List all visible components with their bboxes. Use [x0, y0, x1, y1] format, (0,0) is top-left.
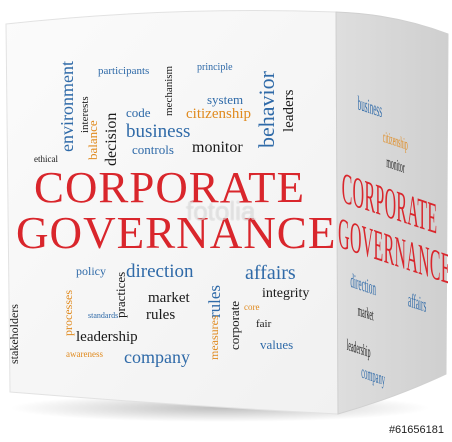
- word-participants: participants: [98, 65, 150, 77]
- side-word-leadership: leadership: [346, 336, 371, 362]
- side-word-monitor: monitor: [386, 153, 405, 177]
- word-environment: environment: [57, 61, 77, 152]
- word-corporate-small: corporate: [227, 300, 242, 350]
- word-policy: policy: [76, 264, 106, 278]
- word-balance: balance: [85, 120, 100, 160]
- title-governance: GOVERNANCE: [16, 207, 337, 258]
- side-word-market: market: [357, 302, 374, 325]
- word-standards: standards: [88, 311, 119, 320]
- watermark-text: fotolia: [186, 196, 256, 226]
- side-word-citizenship: citizenship: [382, 128, 408, 154]
- word-integrity: integrity: [262, 286, 310, 301]
- word-stakeholders: stakeholders: [7, 304, 21, 364]
- word-core: core: [244, 302, 260, 312]
- word-behavior: behavior: [254, 71, 279, 148]
- word-system: system: [207, 92, 244, 107]
- word-values: values: [260, 337, 294, 352]
- word-measures: measures: [207, 315, 221, 360]
- word-fair: fair: [256, 318, 272, 330]
- title-corporate: CORPORATE: [34, 163, 306, 212]
- word-monitor: monitor: [192, 139, 243, 156]
- word-code: code: [126, 105, 151, 120]
- word-rules: rules: [146, 307, 176, 323]
- image-id-credit: #61656181: [388, 424, 444, 436]
- word-affairs: affairs: [245, 262, 296, 284]
- word-rules-vertical: rules: [205, 284, 224, 318]
- word-controls: controls: [132, 142, 174, 157]
- word-business: business: [126, 121, 191, 142]
- word-ethical: ethical: [34, 154, 58, 164]
- word-processes: processes: [61, 290, 75, 336]
- word-mechanism: mechanism: [163, 65, 175, 116]
- side-word-direction: direction: [350, 269, 376, 301]
- word-company: company: [124, 347, 190, 367]
- word-direction: direction: [126, 261, 194, 282]
- side-word-company: company: [361, 361, 385, 390]
- side-word-business: business: [357, 92, 383, 123]
- cube-side-face: [335, 11, 449, 415]
- word-leaders: leaders: [281, 89, 297, 132]
- cube-side-words: CORPORATE GOVERNANCE business citizenshi…: [336, 14, 448, 420]
- word-practices: practices: [113, 271, 128, 318]
- word-principle: principle: [197, 62, 233, 73]
- word-awareness: awareness: [66, 349, 103, 359]
- side-word-affairs: affairs: [408, 289, 427, 318]
- word-decision: decision: [103, 112, 120, 166]
- word-leadership: leadership: [76, 329, 138, 345]
- word-citizenship: citizenship: [186, 106, 251, 122]
- word-market: market: [148, 290, 190, 306]
